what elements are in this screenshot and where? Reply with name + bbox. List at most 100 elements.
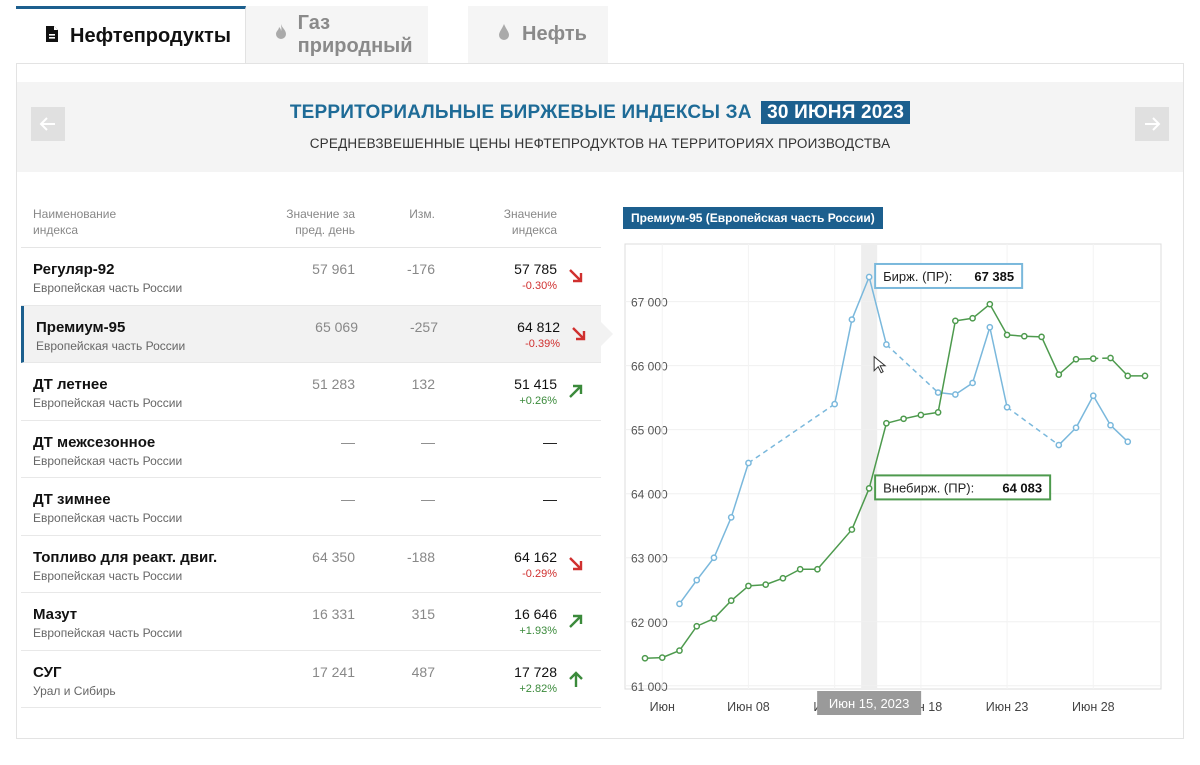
table-row[interactable]: Регуляр-92 Европейская часть России 57 961… [21, 248, 601, 306]
series-segment [1006, 406, 1060, 446]
data-point [1124, 438, 1132, 446]
prev-value: — [341, 491, 355, 507]
arrow-right-icon [1145, 117, 1161, 131]
series-segment [730, 585, 749, 602]
data-point [1055, 371, 1063, 378]
data-point [1003, 403, 1011, 411]
table-row[interactable]: ДТ зимнее Европейская часть России — — — [21, 478, 601, 536]
arrow-left-icon [39, 117, 55, 131]
data-point [727, 597, 735, 604]
index-value: 64 162 [514, 548, 557, 565]
header-change: Изм. [409, 207, 435, 221]
data-point [831, 400, 839, 408]
data-point [917, 411, 925, 419]
page-subtitle: СРЕДНЕВЗВЕШЕННЫЕ ЦЕНЫ НЕФТЕПРОДУКТОВ НА … [309, 136, 891, 151]
data-point [883, 341, 890, 348]
data-point [986, 323, 994, 331]
tab-oil[interactable]: Нефть [468, 6, 608, 64]
series-segment [713, 600, 732, 620]
data-point [865, 273, 873, 281]
table-row[interactable]: СУГ Урал и Сибирь 17 241 487 17 728 +2.82% [21, 651, 601, 708]
data-point [676, 647, 683, 654]
data-point [848, 526, 856, 533]
index-value: 57 785 [514, 261, 557, 277]
header-value-line1: Значение [503, 207, 557, 221]
series-segment [972, 303, 991, 319]
data-point [969, 314, 976, 322]
y-tick-label: 65 000 [631, 424, 668, 438]
tab-label: Нефтепродукты [70, 25, 231, 47]
index-region: Европейская часть России [33, 511, 183, 525]
index-region: Урал и Сибирь [33, 683, 116, 698]
tab-natural-gas[interactable]: Газ природный [246, 6, 428, 64]
price-chart[interactable]: 61 000 62 000 63 000 64 000 65 000 66 000 67 0… [613, 234, 1173, 724]
index-value: — [543, 491, 557, 507]
data-point [1072, 355, 1080, 363]
index-value: — [543, 433, 557, 450]
prev-value: — [341, 433, 355, 450]
prev-date-button[interactable] [31, 107, 65, 141]
y-tick-label: 61 000 [631, 680, 668, 694]
change-value: 315 [411, 606, 435, 622]
y-tick-label: 67 000 [631, 296, 668, 310]
next-date-button[interactable] [1135, 107, 1169, 141]
selection-pointer [601, 321, 613, 346]
hover-band [861, 244, 878, 689]
index-region: Европейская часть России [33, 281, 183, 295]
arrow-up-icon [567, 670, 585, 688]
table-row[interactable]: Премиум-95 Европейская часть России 65 069… [21, 305, 613, 363]
series-segment [851, 276, 870, 320]
index-table: Наименование индекса Значение за пред. ден… [21, 194, 613, 708]
drop-icon [496, 24, 512, 45]
data-point [762, 581, 770, 588]
tooltip-value: 67 385 [974, 269, 1014, 284]
index-value: 64 812 [517, 318, 560, 335]
change-percent: -0.30% [522, 280, 557, 292]
tab-petroleum-products[interactable]: Нефтепродукты [16, 6, 246, 64]
table-row[interactable]: ДТ летнее Европейская часть России 51 283 1… [21, 363, 601, 421]
data-point [1089, 392, 1097, 400]
series-segment [989, 303, 1008, 336]
series-segment [1092, 395, 1112, 426]
data-point [934, 389, 942, 396]
data-point [865, 485, 873, 492]
table-row[interactable]: ДТ межсезонное Европейская часть России — —… [21, 421, 601, 478]
data-point [1141, 372, 1149, 380]
arrow-up-right-icon [567, 382, 585, 400]
change-percent: +1.93% [519, 625, 557, 637]
y-tick-label: 62 000 [631, 616, 668, 630]
tooltip-box [874, 262, 1024, 289]
data-point [883, 419, 890, 427]
index-region: Европейская часть России [36, 338, 186, 353]
table-row[interactable]: Топливо для реакт. двиг. Европейская част… [21, 536, 601, 593]
index-name: ДТ межсезонное [33, 433, 156, 451]
index-name: Мазут [33, 606, 78, 623]
chart-svg[interactable]: 61 000 62 000 63 000 64 000 65 000 66 000 67 0… [613, 234, 1173, 724]
prev-value: 16 331 [312, 606, 355, 622]
data-point [1038, 333, 1045, 341]
tooltip-label: Бирж. (ПР): [883, 269, 952, 284]
series-segment [851, 488, 870, 530]
header-name-line1: Наименование [33, 207, 117, 221]
data-point [796, 565, 804, 573]
series-segment [868, 276, 888, 345]
tab-bar: Нефтепродукты Газ природный Нефть [16, 6, 1184, 64]
series-segment [1058, 427, 1077, 446]
prev-value: 64 350 [312, 548, 355, 565]
series-segment [1109, 357, 1129, 377]
change-percent: +2.82% [519, 682, 557, 695]
table-row[interactable]: Мазут Европейская часть России 16 331 315 16… [21, 593, 601, 651]
series-segment [885, 343, 939, 394]
header-name-line2: индекса [33, 223, 79, 237]
series-segment [713, 517, 732, 559]
title-date: 30 ИЮНЯ 2023 [761, 101, 911, 124]
header-value: Значение индекса [477, 206, 557, 238]
tooltip-box [874, 474, 1052, 501]
document-icon [44, 26, 60, 47]
header-name: Наименование индекса [33, 206, 116, 238]
data-point [848, 316, 856, 323]
change-percent: +0.26% [519, 395, 557, 407]
table-header: Наименование индекса Значение за пред. ден… [21, 194, 601, 248]
header-prev-line2: пред. день [295, 223, 355, 237]
prev-value: 65 069 [315, 318, 358, 335]
